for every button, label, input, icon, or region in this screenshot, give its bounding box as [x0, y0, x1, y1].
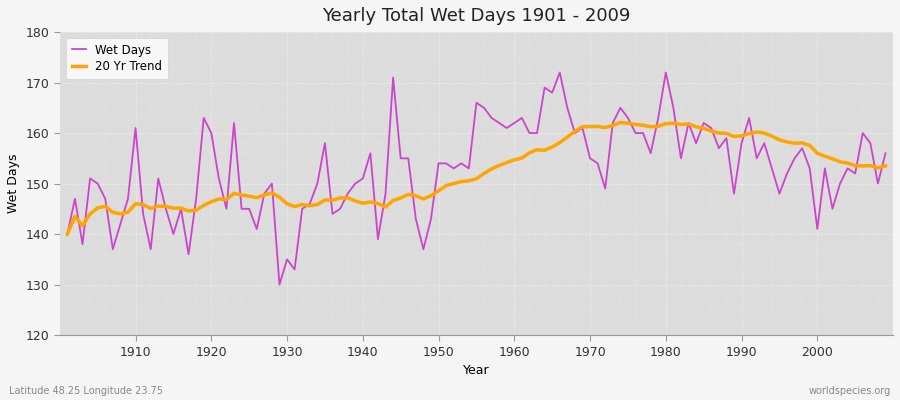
Wet Days	[508, 120, 519, 125]
20 Yr Trend	[599, 125, 610, 130]
20 Yr Trend	[880, 164, 891, 168]
Wet Days	[274, 282, 285, 287]
Title: Yearly Total Wet Days 1901 - 2009: Yearly Total Wet Days 1901 - 2009	[322, 7, 631, 25]
Wet Days	[342, 191, 353, 196]
Wet Days	[62, 232, 73, 236]
Legend: Wet Days, 20 Yr Trend: Wet Days, 20 Yr Trend	[66, 38, 168, 79]
Text: worldspecies.org: worldspecies.org	[809, 386, 891, 396]
Wet Days	[122, 196, 133, 201]
20 Yr Trend	[508, 158, 519, 162]
Wet Days	[517, 116, 527, 120]
20 Yr Trend	[289, 204, 300, 209]
Text: Latitude 48.25 Longitude 23.75: Latitude 48.25 Longitude 23.75	[9, 386, 163, 396]
20 Yr Trend	[122, 210, 133, 214]
Wet Days	[297, 206, 308, 211]
20 Yr Trend	[335, 196, 346, 200]
Wet Days	[615, 106, 626, 110]
20 Yr Trend	[62, 232, 73, 236]
Wet Days	[554, 70, 565, 75]
20 Yr Trend	[501, 160, 512, 165]
20 Yr Trend	[615, 120, 626, 125]
Line: 20 Yr Trend: 20 Yr Trend	[68, 122, 886, 234]
Wet Days	[880, 151, 891, 156]
Line: Wet Days: Wet Days	[68, 72, 886, 284]
Y-axis label: Wet Days: Wet Days	[7, 154, 20, 213]
X-axis label: Year: Year	[464, 364, 490, 377]
